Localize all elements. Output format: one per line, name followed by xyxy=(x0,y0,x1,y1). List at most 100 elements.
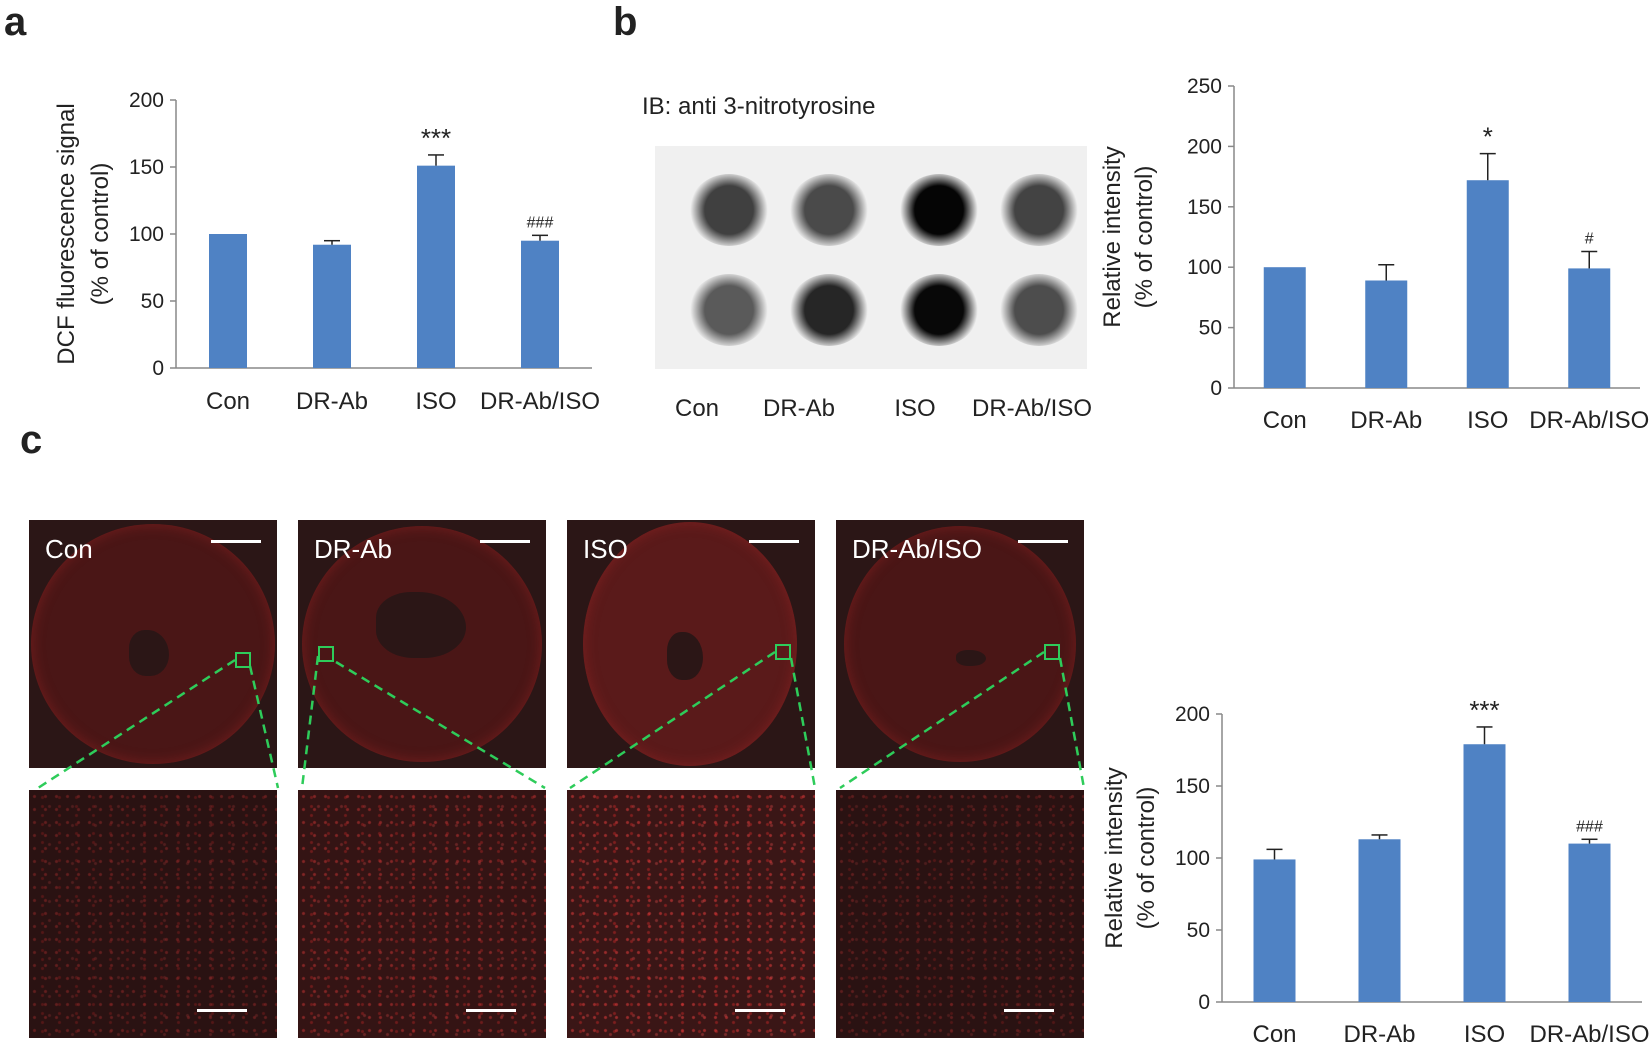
tissue-texture xyxy=(29,790,277,1038)
y-tick-label: 200 xyxy=(1175,703,1210,726)
y-tick-label: 50 xyxy=(141,290,164,313)
blot-spot-iso-1 xyxy=(899,174,979,246)
ventricle-cavity xyxy=(129,630,169,676)
x-tick-label: DR-Ab/ISO xyxy=(1529,1021,1649,1047)
scale-bar xyxy=(735,1009,785,1012)
y-tick-label: 50 xyxy=(1199,317,1222,340)
scale-bar xyxy=(480,540,530,543)
y-axis-label: Relative intensity xyxy=(1099,146,1126,327)
tissue-texture xyxy=(298,790,546,1038)
micrograph-zoom-con xyxy=(29,790,277,1038)
y-tick-label: 150 xyxy=(129,156,164,179)
bar xyxy=(1263,267,1306,388)
chart-b: 0 50 100 150 200 250 Con DR-Ab * ISO # DR-Ab/ISO Rel… xyxy=(1099,75,1649,434)
ventricle-cavity xyxy=(956,650,986,666)
blot-spot-drab-1 xyxy=(789,174,869,246)
y-tick-label: 100 xyxy=(1175,847,1210,870)
y-axis-label: (% of control) xyxy=(1131,166,1158,309)
y-tick-label: 0 xyxy=(1198,991,1210,1014)
micrograph-label: ISO xyxy=(583,534,628,564)
significance-label: ### xyxy=(1576,818,1603,835)
micrograph-iso: ISO xyxy=(567,520,815,768)
x-tick-label: DR-Ab/ISO xyxy=(480,388,600,415)
micrograph-con: Con xyxy=(29,520,277,768)
dot-blot-image xyxy=(655,146,1087,369)
blot-lane-label: DR-Ab xyxy=(762,395,836,422)
x-tick-label: ISO xyxy=(1464,1021,1505,1047)
y-tick-label: 100 xyxy=(1187,256,1222,279)
y-axis-label: (% of control) xyxy=(1133,787,1160,930)
micrograph-label: Con xyxy=(45,534,93,564)
blot-spot-drabiso-2 xyxy=(999,274,1079,346)
x-tick-label: ISO xyxy=(1467,407,1508,434)
y-tick-label: 0 xyxy=(1210,377,1222,400)
significance-label: ### xyxy=(527,214,554,231)
scale-bar xyxy=(466,1009,516,1012)
blot-spot-iso-2 xyxy=(899,274,979,346)
x-tick-label: Con xyxy=(1263,407,1307,434)
axes: 0 50 100 150 200 xyxy=(129,89,592,380)
zoom-lines xyxy=(37,650,1086,790)
tissue-texture xyxy=(567,790,815,1038)
ventricle-cavity xyxy=(376,592,466,658)
panel-letter-a: a xyxy=(4,0,27,44)
x-tick-label: DR-Ab xyxy=(1343,1021,1415,1047)
micrograph-label: DR-Ab/ISO xyxy=(852,534,983,564)
blot-lane-label: DR-Ab/ISO xyxy=(971,395,1093,422)
micrograph-drab-iso: DR-Ab/ISO xyxy=(836,520,1084,768)
bar xyxy=(313,244,351,368)
x-tick-label: Con xyxy=(206,388,250,415)
y-axis-label: Relative intensity xyxy=(1101,767,1128,948)
bar xyxy=(1568,268,1611,388)
bar xyxy=(1253,859,1296,1002)
bar xyxy=(1358,839,1401,1002)
micrograph-label: DR-Ab xyxy=(314,534,393,564)
bar xyxy=(521,240,559,368)
scale-bar xyxy=(1004,1009,1054,1012)
chart-c: 0 50 100 150 200 Con DR-Ab *** ISO ### DR-Ab/ISO Re… xyxy=(1101,695,1650,1047)
y-tick-label: 100 xyxy=(129,223,164,246)
micrograph-zoom-drab xyxy=(298,790,546,1038)
roi-box xyxy=(235,652,251,668)
heart-section xyxy=(844,526,1076,762)
blot-lane-label: ISO xyxy=(894,395,936,422)
panel-letter-c: c xyxy=(20,418,43,462)
roi-box xyxy=(318,646,334,662)
bar xyxy=(1568,843,1611,1002)
tissue-texture xyxy=(836,790,1084,1038)
x-tick-label: ISO xyxy=(415,388,456,415)
blot-title: IB: anti 3-nitrotyrosine xyxy=(642,93,876,120)
bar xyxy=(209,234,247,368)
blot-spot-drabiso-1 xyxy=(999,174,1079,246)
panel-letter-b: b xyxy=(613,0,638,44)
scale-bar xyxy=(749,540,799,543)
micrograph-zoom-drab-iso xyxy=(836,790,1084,1038)
bar xyxy=(1463,744,1506,1002)
bar xyxy=(417,165,455,368)
scale-bar xyxy=(1018,540,1068,543)
y-axis-label: (% of control) xyxy=(87,163,114,306)
y-tick-label: 50 xyxy=(1187,919,1210,942)
significance-label: # xyxy=(1585,230,1594,247)
roi-box xyxy=(775,644,791,660)
blot-spot-con-1 xyxy=(689,174,769,246)
bar xyxy=(1365,280,1408,388)
micrograph-drab: DR-Ab xyxy=(298,520,546,768)
scale-bar xyxy=(197,1009,247,1012)
chart-a: 0 50 100 150 200 Con DR-Ab *** ISO ### DR-Ab/ISO DC… xyxy=(53,89,600,415)
y-tick-label: 150 xyxy=(1175,775,1210,798)
x-tick-label: DR-Ab xyxy=(1350,407,1422,434)
ventricle-cavity xyxy=(667,632,703,680)
blot-spot-con-2 xyxy=(689,274,769,346)
y-axis-label: DCF fluorescence signal xyxy=(53,103,80,364)
x-tick-label: DR-Ab xyxy=(296,388,368,415)
y-tick-label: 200 xyxy=(129,89,164,112)
roi-box xyxy=(1044,644,1060,660)
y-tick-label: 150 xyxy=(1187,196,1222,219)
significance-label: * xyxy=(1483,122,1493,152)
blot-spot-drab-2 xyxy=(789,274,869,346)
x-tick-label: Con xyxy=(1252,1021,1296,1047)
y-tick-label: 250 xyxy=(1187,75,1222,98)
bar xyxy=(1466,180,1509,388)
blot-lane-label: Con xyxy=(674,395,720,422)
